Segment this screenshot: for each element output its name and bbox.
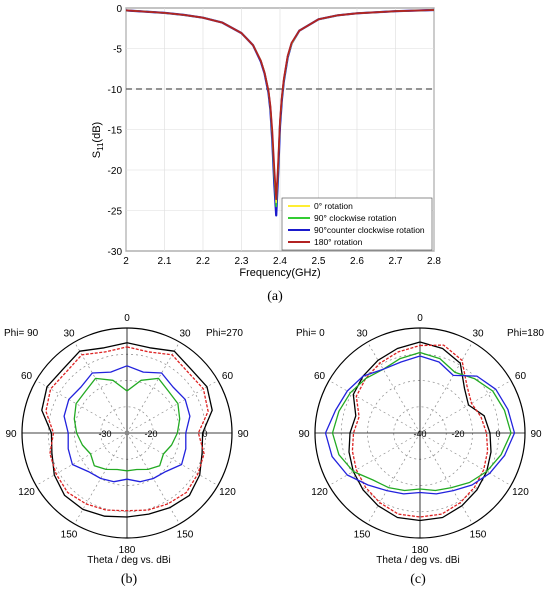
y-axis-label-main: S	[91, 151, 103, 158]
angle-label: 0	[417, 313, 423, 324]
legend-entry: 90°counter clockwise rotation	[314, 225, 425, 235]
polar-spoke	[419, 432, 473, 525]
phi-right-label: Phi=270	[206, 328, 243, 339]
legend-entry: 180° rotation	[314, 237, 363, 247]
radial-label: 0	[495, 429, 500, 439]
legend: 0° rotation 90° clockwise rotation 90°coun…	[281, 197, 433, 251]
angle-label: 30	[472, 329, 484, 340]
polar-radial-labels: -30 -20 0	[98, 429, 207, 439]
polar-series-red	[45, 346, 209, 512]
y-tick-label: -30	[108, 247, 123, 258]
angle-label: 150	[470, 529, 487, 540]
angle-label: 60	[314, 371, 326, 382]
angle-label: 120	[219, 487, 236, 498]
y-axis-label-unit: (dB)	[91, 122, 103, 143]
radial-label: -40	[413, 429, 426, 439]
angle-label: 150	[61, 529, 78, 540]
polar-spoke	[367, 432, 421, 525]
angle-label: 120	[18, 487, 35, 498]
phi-right-label: Phi=180	[507, 328, 544, 339]
y-tick-label: 0	[116, 4, 122, 15]
panel-label-c: (c)	[410, 572, 426, 587]
angle-label: 120	[512, 487, 529, 498]
polar-series-green	[73, 377, 181, 472]
x-tick-label: 2.1	[158, 256, 172, 267]
polar-axis-title: Theta / deg vs. dBi	[376, 555, 459, 566]
y-tick-label: -5	[113, 45, 122, 56]
angle-label: 30	[179, 329, 191, 340]
phi-left-label: Phi= 0	[296, 328, 325, 339]
x-tick-label: 2.5	[312, 256, 326, 267]
x-tick-label: 2.2	[196, 256, 210, 267]
x-tick-label: 2.6	[350, 256, 364, 267]
polar-series	[41, 342, 213, 518]
legend-entry: 0° rotation	[314, 201, 353, 211]
x-tick-label: 2.7	[389, 256, 403, 267]
polar-chart-b: 0 30 60 90 120 150 180 150 120 90 60 30 -30 -20 0 Phi…	[4, 313, 249, 587]
x-tick-label: 2.3	[235, 256, 249, 267]
polar-grid	[21, 327, 233, 539]
s11-line-chart: 2 2.1 2.2 2.3 2.4 2.5 2.6 2.7 2.8 0 -5 -10 -15 -20 -25…	[91, 4, 441, 304]
y-tick-label: -25	[108, 207, 123, 218]
axis-ticks: 2 2.1 2.2 2.3 2.4 2.5 2.6 2.7 2.8 0 -5 -10 -15 -20 -25…	[108, 4, 442, 267]
angle-label: 60	[21, 371, 33, 382]
x-tick-label: 2	[123, 256, 129, 267]
series-lines	[125, 8, 435, 217]
radial-label: 0	[202, 429, 207, 439]
polar-spoke	[74, 341, 128, 434]
angle-label: 180	[119, 545, 136, 556]
angle-label: 30	[356, 329, 368, 340]
polar-angle-labels: 0 30 60 90 120 150 180 150 120 90 60 30	[5, 313, 249, 556]
y-axis-label: S11(dB)	[91, 122, 105, 158]
polar-series-black	[348, 341, 492, 522]
polar-series-green	[331, 351, 512, 492]
polar-spoke	[367, 341, 421, 434]
legend-entry: 90° clockwise rotation	[314, 213, 397, 223]
panel-label-b: (b)	[121, 572, 138, 587]
polar-series-blue	[63, 365, 191, 483]
x-tick-label: 2.4	[273, 256, 287, 267]
polar-spoke	[126, 432, 219, 486]
polar-chart-c: 0 30 60 90 120 150 180 150 120 90 60 30 -40 -20 0 Phi…	[296, 313, 544, 587]
polar-series-black	[41, 342, 213, 518]
y-tick-label: -10	[108, 85, 123, 96]
radial-label: -20	[451, 429, 464, 439]
radial-label: -20	[144, 429, 157, 439]
polar-spoke	[35, 380, 128, 434]
angle-label: 120	[311, 487, 328, 498]
svg-text:S11(dB): S11(dB)	[91, 122, 105, 158]
polar-center	[124, 430, 130, 436]
angle-label: 150	[354, 529, 371, 540]
polar-radial-labels: -40 -20 0	[413, 429, 500, 439]
polar-series-red	[351, 344, 489, 518]
radial-label: -30	[98, 429, 111, 439]
angle-label: 150	[177, 529, 194, 540]
polar-spoke	[35, 432, 128, 486]
panel-label-a: (a)	[267, 289, 283, 304]
y-tick-label: -15	[108, 126, 123, 137]
polar-series	[324, 341, 516, 522]
polar-spoke	[328, 380, 421, 434]
y-tick-label: -20	[108, 166, 123, 177]
polar-center	[417, 430, 423, 436]
x-axis-label: Frequency(GHz)	[239, 267, 320, 279]
series-line	[125, 9, 435, 201]
polar-angle-labels: 0 30 60 90 120 150 180 150 120 90 60 30	[298, 313, 542, 556]
angle-label: 0	[124, 313, 130, 324]
polar-series-blue	[324, 355, 516, 495]
angle-label: 30	[63, 329, 75, 340]
angle-label: 90	[298, 429, 310, 440]
x-tick-label: 2.8	[427, 256, 441, 267]
y-axis-label-sub: 11	[96, 142, 105, 151]
polar-spoke	[126, 341, 180, 434]
angle-label: 60	[515, 371, 527, 382]
angle-label: 90	[530, 429, 542, 440]
angle-label: 60	[222, 371, 234, 382]
angle-label: 90	[5, 429, 17, 440]
angle-label: 90	[237, 429, 249, 440]
polar-axis-title: Theta / deg vs. dBi	[87, 555, 170, 566]
phi-left-label: Phi= 90	[4, 328, 39, 339]
angle-label: 180	[412, 545, 429, 556]
